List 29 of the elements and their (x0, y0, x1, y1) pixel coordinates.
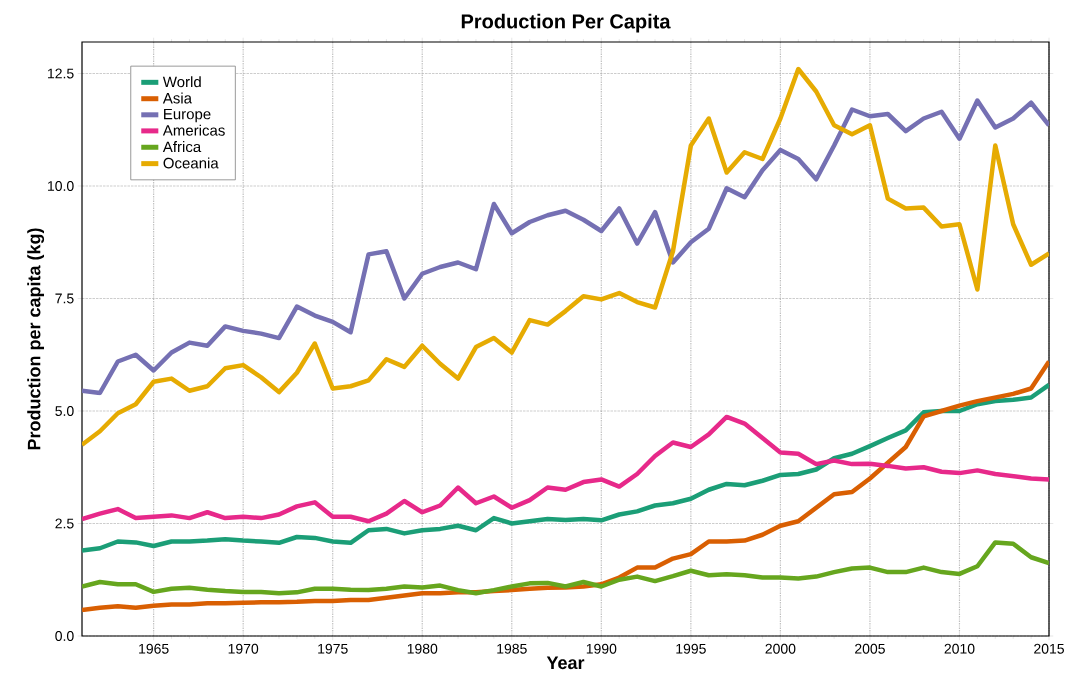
line-series (82, 66, 1050, 447)
legend-label: Americas (162, 124, 225, 136)
x-tick-label: 1975 (318, 643, 348, 654)
line-series (82, 382, 1050, 553)
x-tick-label: 2015 (1034, 643, 1064, 654)
x-tick-label: 1980 (407, 643, 438, 654)
legend-label: Africa (162, 141, 202, 153)
x-tick-label: 2005 (855, 643, 885, 654)
x-tick-label: 1970 (228, 643, 259, 654)
y-tick-label: 2.5 (55, 518, 74, 529)
y-tick-label: 12.5 (48, 68, 74, 79)
x-tick-label: 1965 (139, 643, 169, 654)
y-tick-label: 10.0 (48, 181, 74, 191)
x-tick-label: 1990 (586, 643, 617, 654)
x-tick-label: 1995 (676, 643, 706, 654)
line-series (82, 540, 1050, 596)
y-tick-label: 0.0 (55, 631, 74, 641)
legend-label: World (162, 76, 201, 88)
x-axis-title: Year (546, 656, 585, 670)
chart-title: Production Per Capita (461, 13, 671, 33)
legend-label: Oceania (163, 157, 219, 169)
legend-label: Asia (162, 92, 193, 104)
x-tick-label: 2010 (944, 643, 975, 654)
y-tick-label: 7.5 (55, 293, 74, 304)
x-tick-label: 1985 (497, 643, 527, 654)
y-axis-title: Production per capita (kg) (27, 228, 45, 450)
y-tick-label: 5.0 (55, 406, 74, 416)
x-tick-label: 2000 (765, 643, 796, 654)
legend-label: Europe (164, 108, 211, 123)
